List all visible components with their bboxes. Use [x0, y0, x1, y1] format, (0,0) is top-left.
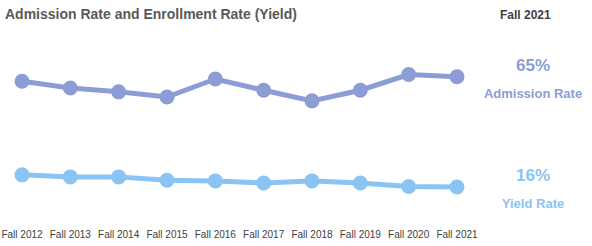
- svg-text:Fall 2020: Fall 2020: [388, 229, 430, 240]
- svg-text:Fall 2019: Fall 2019: [340, 229, 382, 240]
- svg-text:Fall 2014: Fall 2014: [98, 229, 140, 240]
- svg-text:Admission Rate: Admission Rate: [484, 86, 582, 101]
- html-text:Admission Rate and Enrollment: Admission Rate and Enrollment Rate (Yiel…: [5, 6, 297, 22]
- svg-text:Fall 2017: Fall 2017: [243, 229, 285, 240]
- svg-text:Fall 2012: Fall 2012: [8, 229, 43, 240]
- svg-text:Fall 2016: Fall 2016: [195, 229, 237, 240]
- svg-text:Fall 2018: Fall 2018: [291, 229, 333, 240]
- svg-text:Yield Rate: Yield Rate: [502, 196, 564, 211]
- svg-text:Fall 2013: Fall 2013: [50, 229, 92, 240]
- svg-text:65%: 65%: [516, 56, 550, 75]
- svg-text:Fall 2021: Fall 2021: [436, 229, 478, 240]
- html-text:Fall 2021: Fall 2021: [500, 8, 551, 22]
- svg-text:Fall 2015: Fall 2015: [146, 229, 188, 240]
- svg-text:16%: 16%: [516, 166, 550, 185]
